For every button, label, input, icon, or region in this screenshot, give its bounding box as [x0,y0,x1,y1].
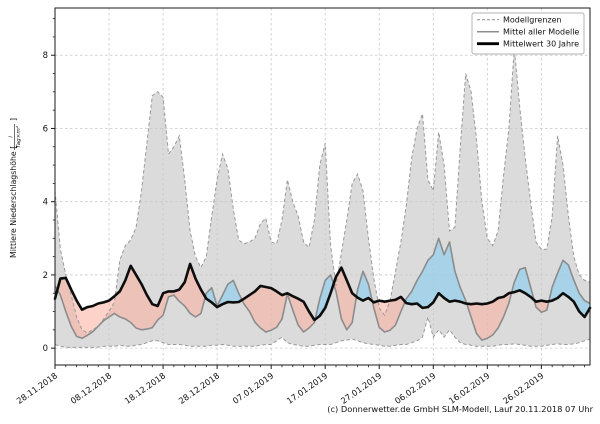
below-normal-fill [534,300,549,313]
legend-label: Modellgrenzen [503,16,562,25]
below-normal-fill [372,296,405,332]
x-tick-label: 16.02.2019 [447,370,492,405]
y-tick-label: 6 [43,124,48,134]
model-max-line [54,47,591,334]
y-tick-label: 2 [43,271,48,281]
legend-box [471,12,585,55]
y-tick-label: 4 [43,198,48,208]
x-tick-label: 27.01.2019 [339,370,384,405]
x-tick-label: 18.12.2018 [123,370,168,405]
plot-border [54,7,591,366]
x-tick-label: 08.12.2018 [69,370,114,405]
legend-label: Mittelwert 30 Jahre [503,40,579,49]
x-tick-label: 06.02.2019 [393,370,438,405]
y-axis-label-denominator: Tag×m² [15,125,22,148]
model-mean-line [54,237,591,341]
footer-credit: (c) Donnerwetter.de GmbH SLM-Modell, Lau… [327,404,593,414]
plot-area: 0 2 4 6 8 28.11.2018 08.12.2018 18.12.2018 28.12… [9,7,592,406]
x-tick-label: 17.01.2019 [285,370,330,405]
y-axis-label-prefix: Mittlere Niederschlagshöhe [ [9,146,18,258]
x-tick-label: 26.02.2019 [501,370,546,405]
x-tick-label: 07.01.2019 [231,370,276,405]
y-tick-label: 0 [43,344,48,354]
y-axis-label-numerator: l [9,136,15,138]
x-tick-label: 28.11.2018 [14,370,59,405]
above-normal-fill [356,271,373,302]
above-normal-fill [315,274,334,320]
below-normal-fill [57,263,206,339]
above-normal-fill [548,260,590,317]
x-tick-label: 28.12.2018 [177,370,222,405]
model-min-line [54,315,591,348]
y-tick-label: 8 [43,51,48,61]
below-normal-fill [333,267,357,330]
legend-label: Mittel aller Modelle [503,28,579,37]
legend: Modellgrenzen Mittel aller Modelle Mittelw… [471,12,585,55]
mean-30yr-line [53,262,592,322]
y-axis-label: Mittlere Niederschlagshöhe [ l Tag×m²] [9,118,23,258]
y-axis-label-suffix: ] [9,118,18,121]
